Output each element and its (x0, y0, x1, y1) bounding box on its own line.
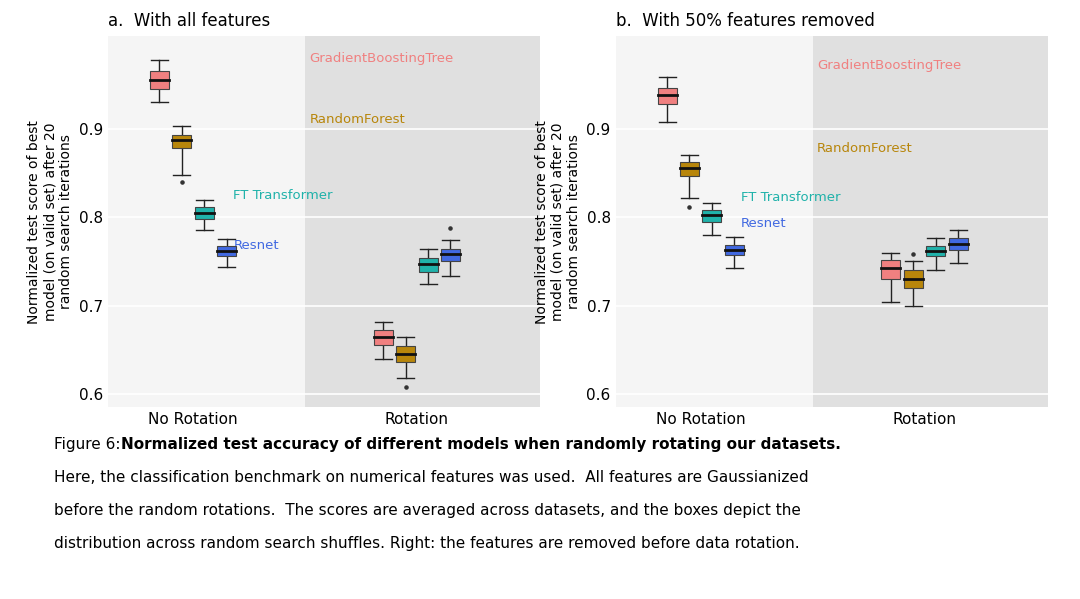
Text: FT Transformer: FT Transformer (741, 191, 840, 204)
Text: RandomForest: RandomForest (818, 142, 913, 155)
Bar (702, 210, 721, 222)
Bar (217, 246, 237, 256)
Bar (948, 238, 968, 250)
Bar (374, 331, 393, 344)
Bar (150, 71, 168, 89)
Bar (658, 88, 676, 104)
Text: b.  With 50% features removed: b. With 50% features removed (616, 12, 875, 30)
Text: Resnet: Resnet (741, 217, 786, 230)
Text: Normalized test accuracy of different models when randomly rotating our datasets: Normalized test accuracy of different mo… (121, 437, 841, 452)
Text: GradientBoostingTree: GradientBoostingTree (818, 59, 961, 72)
Bar (927, 246, 945, 256)
Bar (812, 36, 1080, 407)
Y-axis label: Normalized test score of best
model (on valid set) after 20
random search iterat: Normalized test score of best model (on … (27, 120, 73, 323)
Bar (173, 135, 191, 148)
Bar (725, 244, 744, 255)
Bar (904, 270, 922, 288)
Bar (881, 259, 901, 279)
Text: a.  With all features: a. With all features (108, 12, 270, 30)
Bar (396, 346, 415, 362)
Text: FT Transformer: FT Transformer (233, 189, 333, 202)
Text: before the random rotations.  The scores are averaged across datasets, and the b: before the random rotations. The scores … (54, 503, 801, 518)
Y-axis label: Normalized test score of best
model (on valid set) after 20
random search iterat: Normalized test score of best model (on … (535, 120, 581, 323)
Bar (194, 207, 214, 219)
Text: RandomForest: RandomForest (310, 113, 405, 126)
Text: distribution across random search shuffles. Right: the features are removed befo: distribution across random search shuffl… (54, 536, 799, 551)
Text: Figure 6:: Figure 6: (54, 437, 125, 452)
Bar (419, 258, 437, 272)
Bar (441, 249, 460, 261)
Bar (680, 162, 699, 176)
Text: Here, the classification benchmark on numerical features was used.  All features: Here, the classification benchmark on nu… (54, 470, 809, 485)
Text: Resnet: Resnet (233, 239, 279, 252)
Text: GradientBoostingTree: GradientBoostingTree (310, 52, 454, 65)
Bar (305, 36, 573, 407)
